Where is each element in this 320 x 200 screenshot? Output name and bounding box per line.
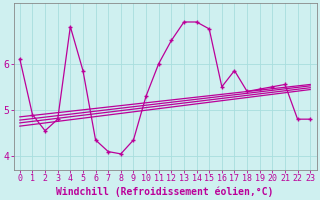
X-axis label: Windchill (Refroidissement éolien,°C): Windchill (Refroidissement éolien,°C) xyxy=(56,186,274,197)
